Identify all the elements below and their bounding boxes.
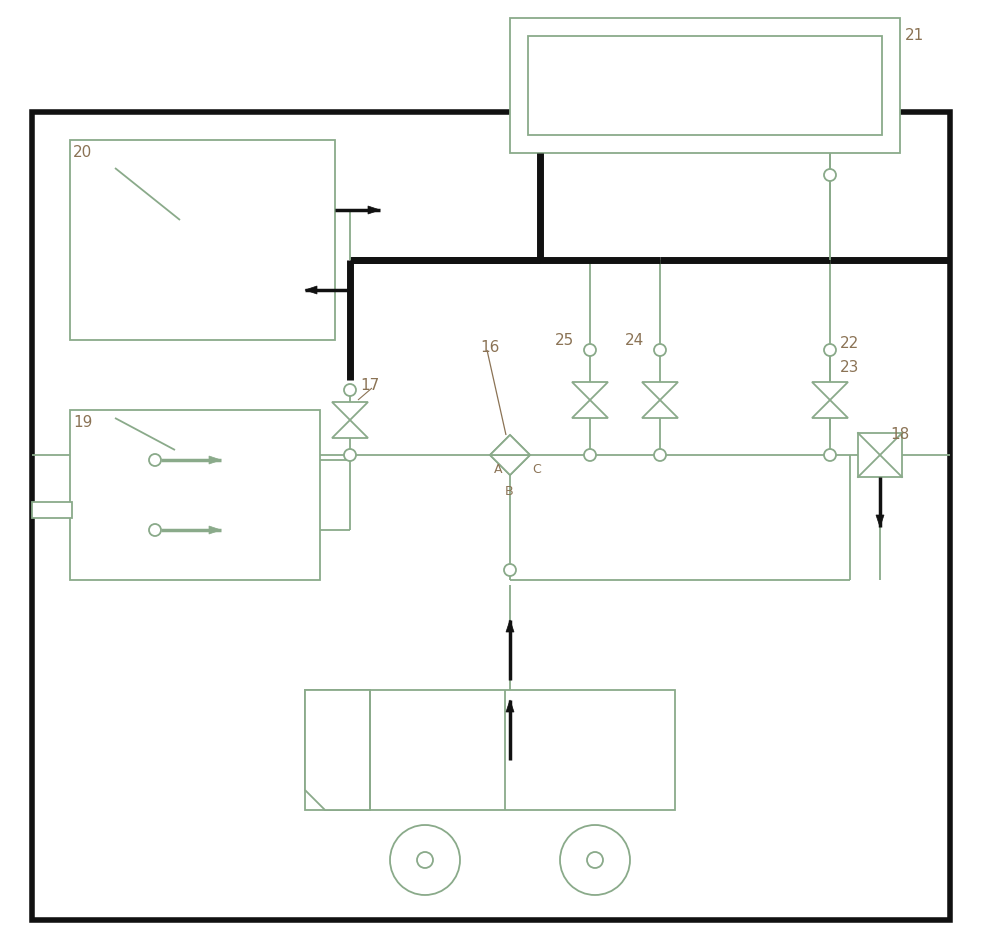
Circle shape	[560, 825, 630, 895]
Polygon shape	[490, 435, 530, 455]
Text: 23: 23	[840, 360, 859, 375]
Bar	[305, 690, 675, 810]
Text: 24: 24	[625, 333, 644, 348]
Polygon shape	[572, 382, 608, 400]
Text: 19: 19	[73, 415, 92, 430]
Polygon shape	[506, 700, 514, 712]
Polygon shape	[642, 400, 678, 418]
Circle shape	[417, 852, 433, 868]
Polygon shape	[572, 400, 608, 418]
Circle shape	[654, 344, 666, 356]
Bar	[32, 502, 72, 518]
Bar	[70, 140, 335, 340]
Polygon shape	[209, 456, 221, 464]
Text: 25: 25	[555, 333, 574, 348]
Text: 21: 21	[905, 28, 924, 43]
Text: 17: 17	[360, 378, 379, 393]
Bar	[858, 433, 902, 477]
Polygon shape	[812, 382, 848, 400]
Bar	[32, 112, 950, 920]
Polygon shape	[506, 620, 514, 632]
Bar	[510, 18, 900, 153]
Circle shape	[149, 524, 161, 536]
Text: B: B	[505, 485, 514, 498]
Circle shape	[584, 344, 596, 356]
Circle shape	[654, 449, 666, 461]
Bar	[70, 410, 320, 580]
Text: 16: 16	[480, 340, 499, 355]
Polygon shape	[368, 206, 380, 214]
Circle shape	[824, 449, 836, 461]
Text: 18: 18	[890, 427, 909, 442]
Polygon shape	[510, 435, 530, 475]
Text: C: C	[532, 463, 541, 476]
Circle shape	[390, 825, 460, 895]
Circle shape	[504, 564, 516, 576]
Polygon shape	[812, 400, 848, 418]
Polygon shape	[490, 435, 510, 475]
Circle shape	[824, 169, 836, 181]
Circle shape	[344, 384, 356, 396]
Bar	[528, 36, 882, 135]
Circle shape	[824, 344, 836, 356]
Text: A: A	[494, 463, 502, 476]
Polygon shape	[642, 382, 678, 400]
Polygon shape	[876, 515, 884, 527]
Text: 22: 22	[840, 336, 859, 351]
Polygon shape	[490, 455, 530, 475]
Text: 20: 20	[73, 145, 92, 160]
Polygon shape	[209, 526, 221, 534]
Polygon shape	[305, 690, 370, 810]
Circle shape	[587, 852, 603, 868]
Circle shape	[584, 449, 596, 461]
Polygon shape	[305, 286, 317, 294]
Circle shape	[344, 449, 356, 461]
Circle shape	[149, 454, 161, 466]
Polygon shape	[332, 402, 368, 420]
Polygon shape	[332, 420, 368, 438]
